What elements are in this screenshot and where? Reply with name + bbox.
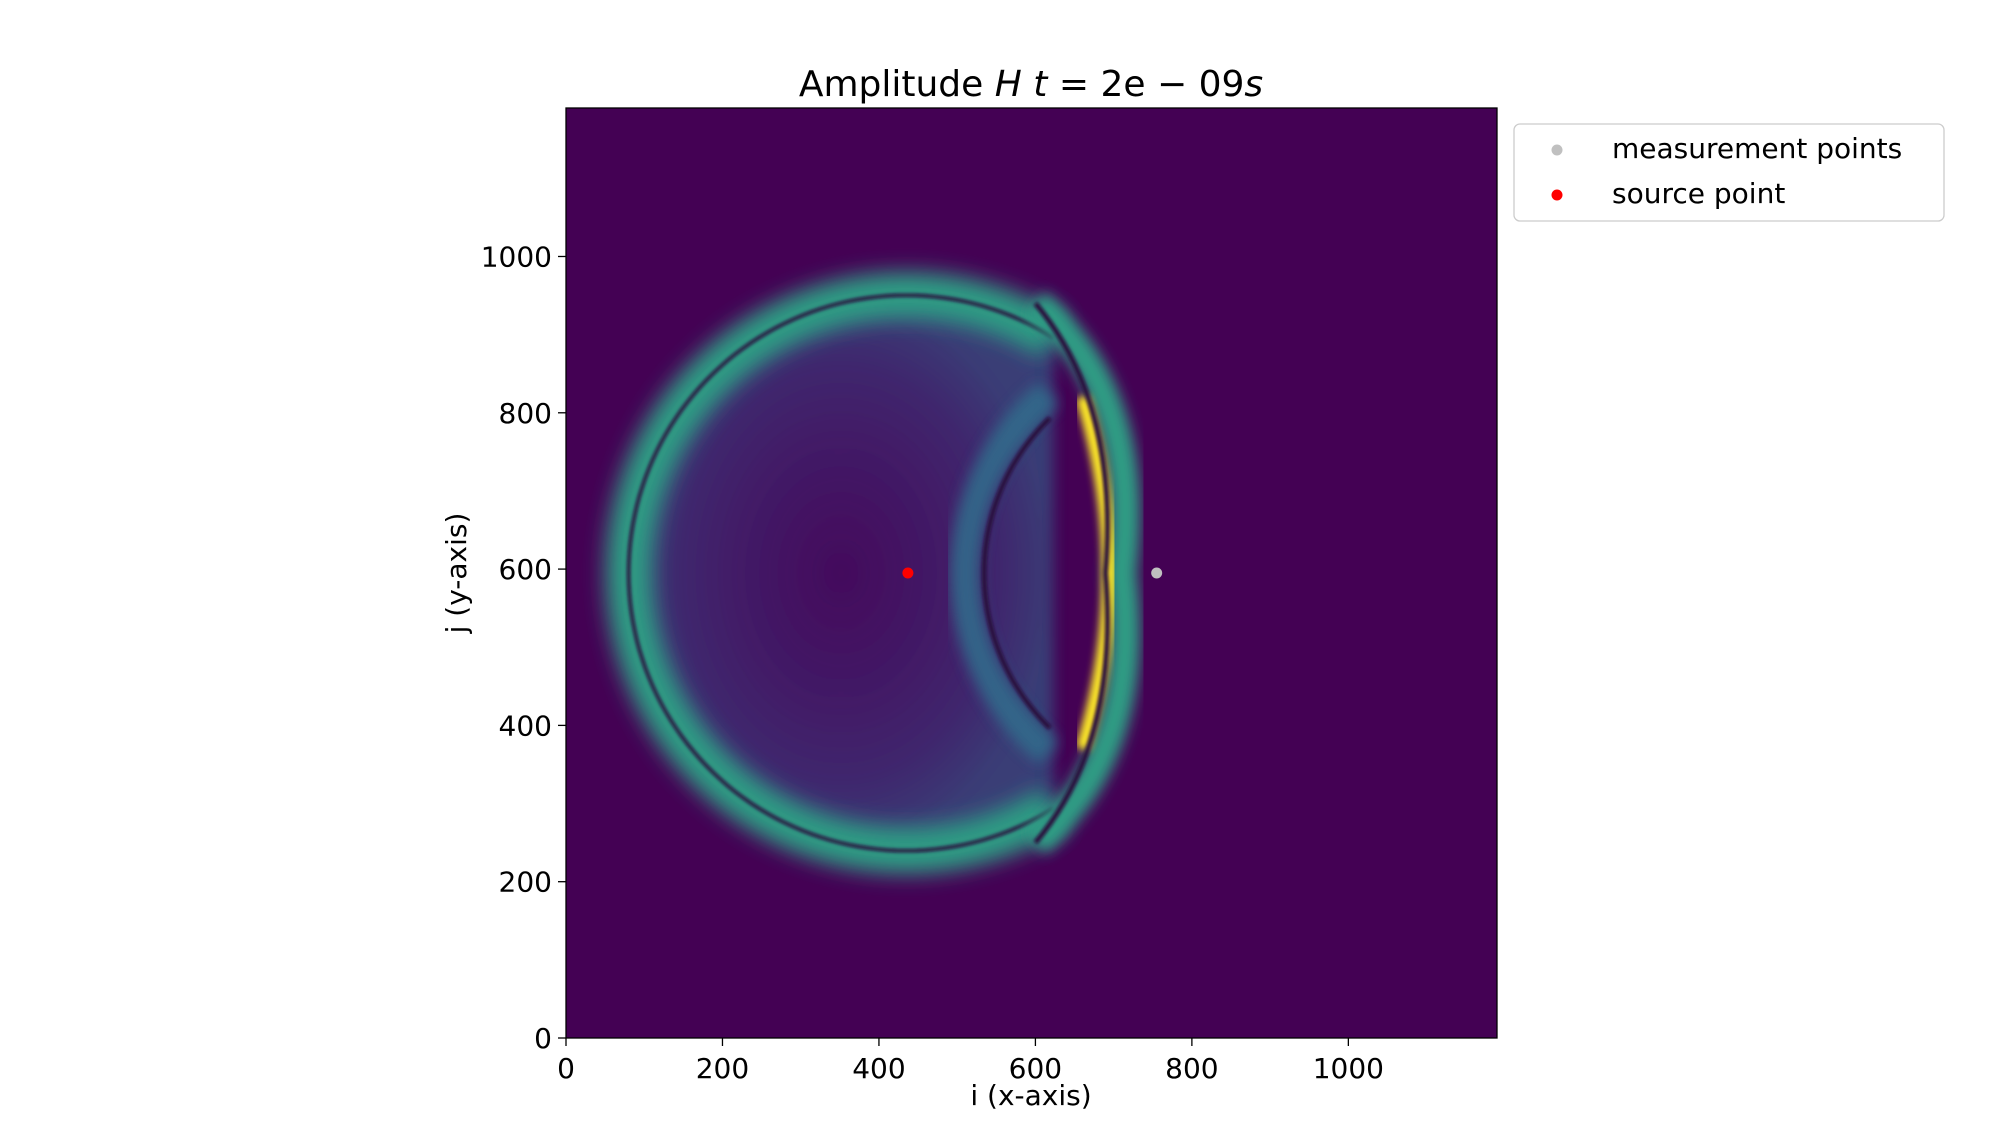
chart-title: Amplitude H t = 2e − 09s: [799, 64, 1263, 105]
wave-front-inner-dark-line: [981, 416, 1052, 730]
y-tick-label: 0: [534, 1022, 552, 1055]
y-tick-label: 400: [499, 709, 552, 742]
x-tick-label: 200: [696, 1052, 749, 1085]
wave-interior-fill: [628, 295, 1054, 851]
x-tick-label: 600: [1009, 1052, 1062, 1085]
legend-box: [1513, 123, 1945, 222]
legend-label-measurement-points: measurement points: [1612, 132, 1902, 165]
y-tick-label: 600: [499, 553, 552, 586]
measurement-point: [1151, 567, 1163, 579]
reflected-front-glow: [1025, 291, 1141, 855]
y-axis-ticks: 0 200 400 600 800 1000: [481, 240, 566, 1055]
x-axis-ticks: 0 200 400 600 800 1000: [557, 1038, 1384, 1085]
x-tick-label: 400: [852, 1052, 905, 1085]
y-tick-label: 1000: [481, 240, 552, 273]
reflected-front-peak: [1075, 395, 1116, 751]
y-tick-label: 800: [499, 397, 552, 430]
wave-front-dark-line: [626, 293, 1055, 853]
legend: measurement points source point: [1513, 123, 1945, 222]
heatmap-image: [566, 108, 1497, 1038]
y-axis-label: j (y-axis): [440, 513, 473, 635]
wave-field: [605, 272, 1141, 874]
scatter-markers: [902, 567, 1163, 579]
wave-front-inner: [949, 381, 1059, 765]
legend-label-source-point: source point: [1612, 177, 1785, 210]
x-tick-label: 1000: [1313, 1052, 1384, 1085]
x-tick-label: 0: [557, 1052, 575, 1085]
reflected-front-dark-line: [1033, 301, 1110, 845]
x-axis-label: i (x-axis): [970, 1079, 1091, 1112]
y-tick-label: 200: [499, 866, 552, 899]
plot-frame: [565, 107, 1498, 1039]
legend-marker-measurement: [1551, 144, 1563, 156]
source-point: [902, 567, 914, 579]
x-tick-label: 800: [1165, 1052, 1218, 1085]
legend-marker-source: [1551, 189, 1563, 201]
